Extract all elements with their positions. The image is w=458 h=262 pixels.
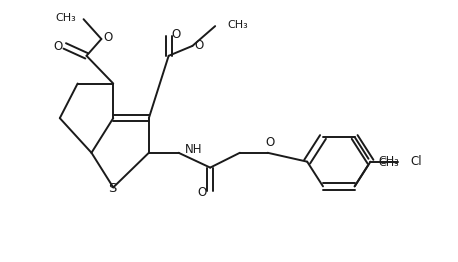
Text: O: O bbox=[265, 137, 274, 149]
Text: CH₃: CH₃ bbox=[378, 158, 399, 168]
Text: CH₃: CH₃ bbox=[227, 20, 248, 30]
Text: O: O bbox=[53, 40, 62, 53]
Text: O: O bbox=[195, 39, 204, 52]
Text: S: S bbox=[108, 182, 116, 195]
Text: NH: NH bbox=[185, 143, 202, 156]
Text: Cl: Cl bbox=[410, 155, 422, 168]
Text: CH₃: CH₃ bbox=[378, 156, 399, 166]
Text: O: O bbox=[198, 186, 207, 199]
Text: O: O bbox=[104, 30, 113, 43]
Text: O: O bbox=[171, 28, 180, 41]
Text: CH₃: CH₃ bbox=[55, 13, 76, 23]
